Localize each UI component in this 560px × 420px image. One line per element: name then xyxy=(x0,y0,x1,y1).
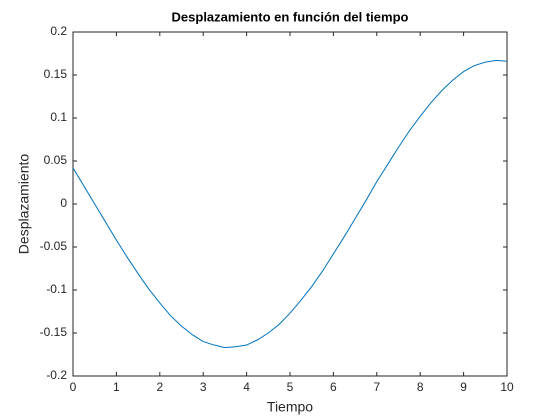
y-tick-label: 0.05 xyxy=(44,153,68,167)
y-axis-label: Desplazamiento xyxy=(16,154,32,255)
x-tick-label: 9 xyxy=(460,380,467,394)
x-axis-label: Tiempo xyxy=(267,399,313,415)
x-tick-label: 0 xyxy=(70,380,77,394)
x-tick-label: 2 xyxy=(156,380,163,394)
x-tick-label: 10 xyxy=(500,380,514,394)
x-tick-label: 8 xyxy=(417,380,424,394)
chart-title: Desplazamiento en función del tiempo xyxy=(172,9,409,24)
y-tick-label: -0.05 xyxy=(40,239,68,253)
y-tick-label: -0.2 xyxy=(46,368,67,382)
x-tick-label: 7 xyxy=(373,380,380,394)
x-tick-label: 4 xyxy=(243,380,250,394)
x-tick-label: 3 xyxy=(200,380,207,394)
y-tick-label: 0 xyxy=(60,196,67,210)
x-tick-label: 6 xyxy=(330,380,337,394)
axes-box xyxy=(72,31,508,377)
data-line xyxy=(72,59,508,349)
x-tick-label: 5 xyxy=(287,380,294,394)
y-tick-label: 0.15 xyxy=(44,67,68,81)
y-tick-label: 0.1 xyxy=(50,110,67,124)
x-tick-label: 1 xyxy=(113,380,120,394)
y-tick-label: 0.2 xyxy=(50,24,67,38)
y-tick-label: -0.1 xyxy=(46,282,67,296)
y-tick-label: -0.15 xyxy=(40,325,68,339)
